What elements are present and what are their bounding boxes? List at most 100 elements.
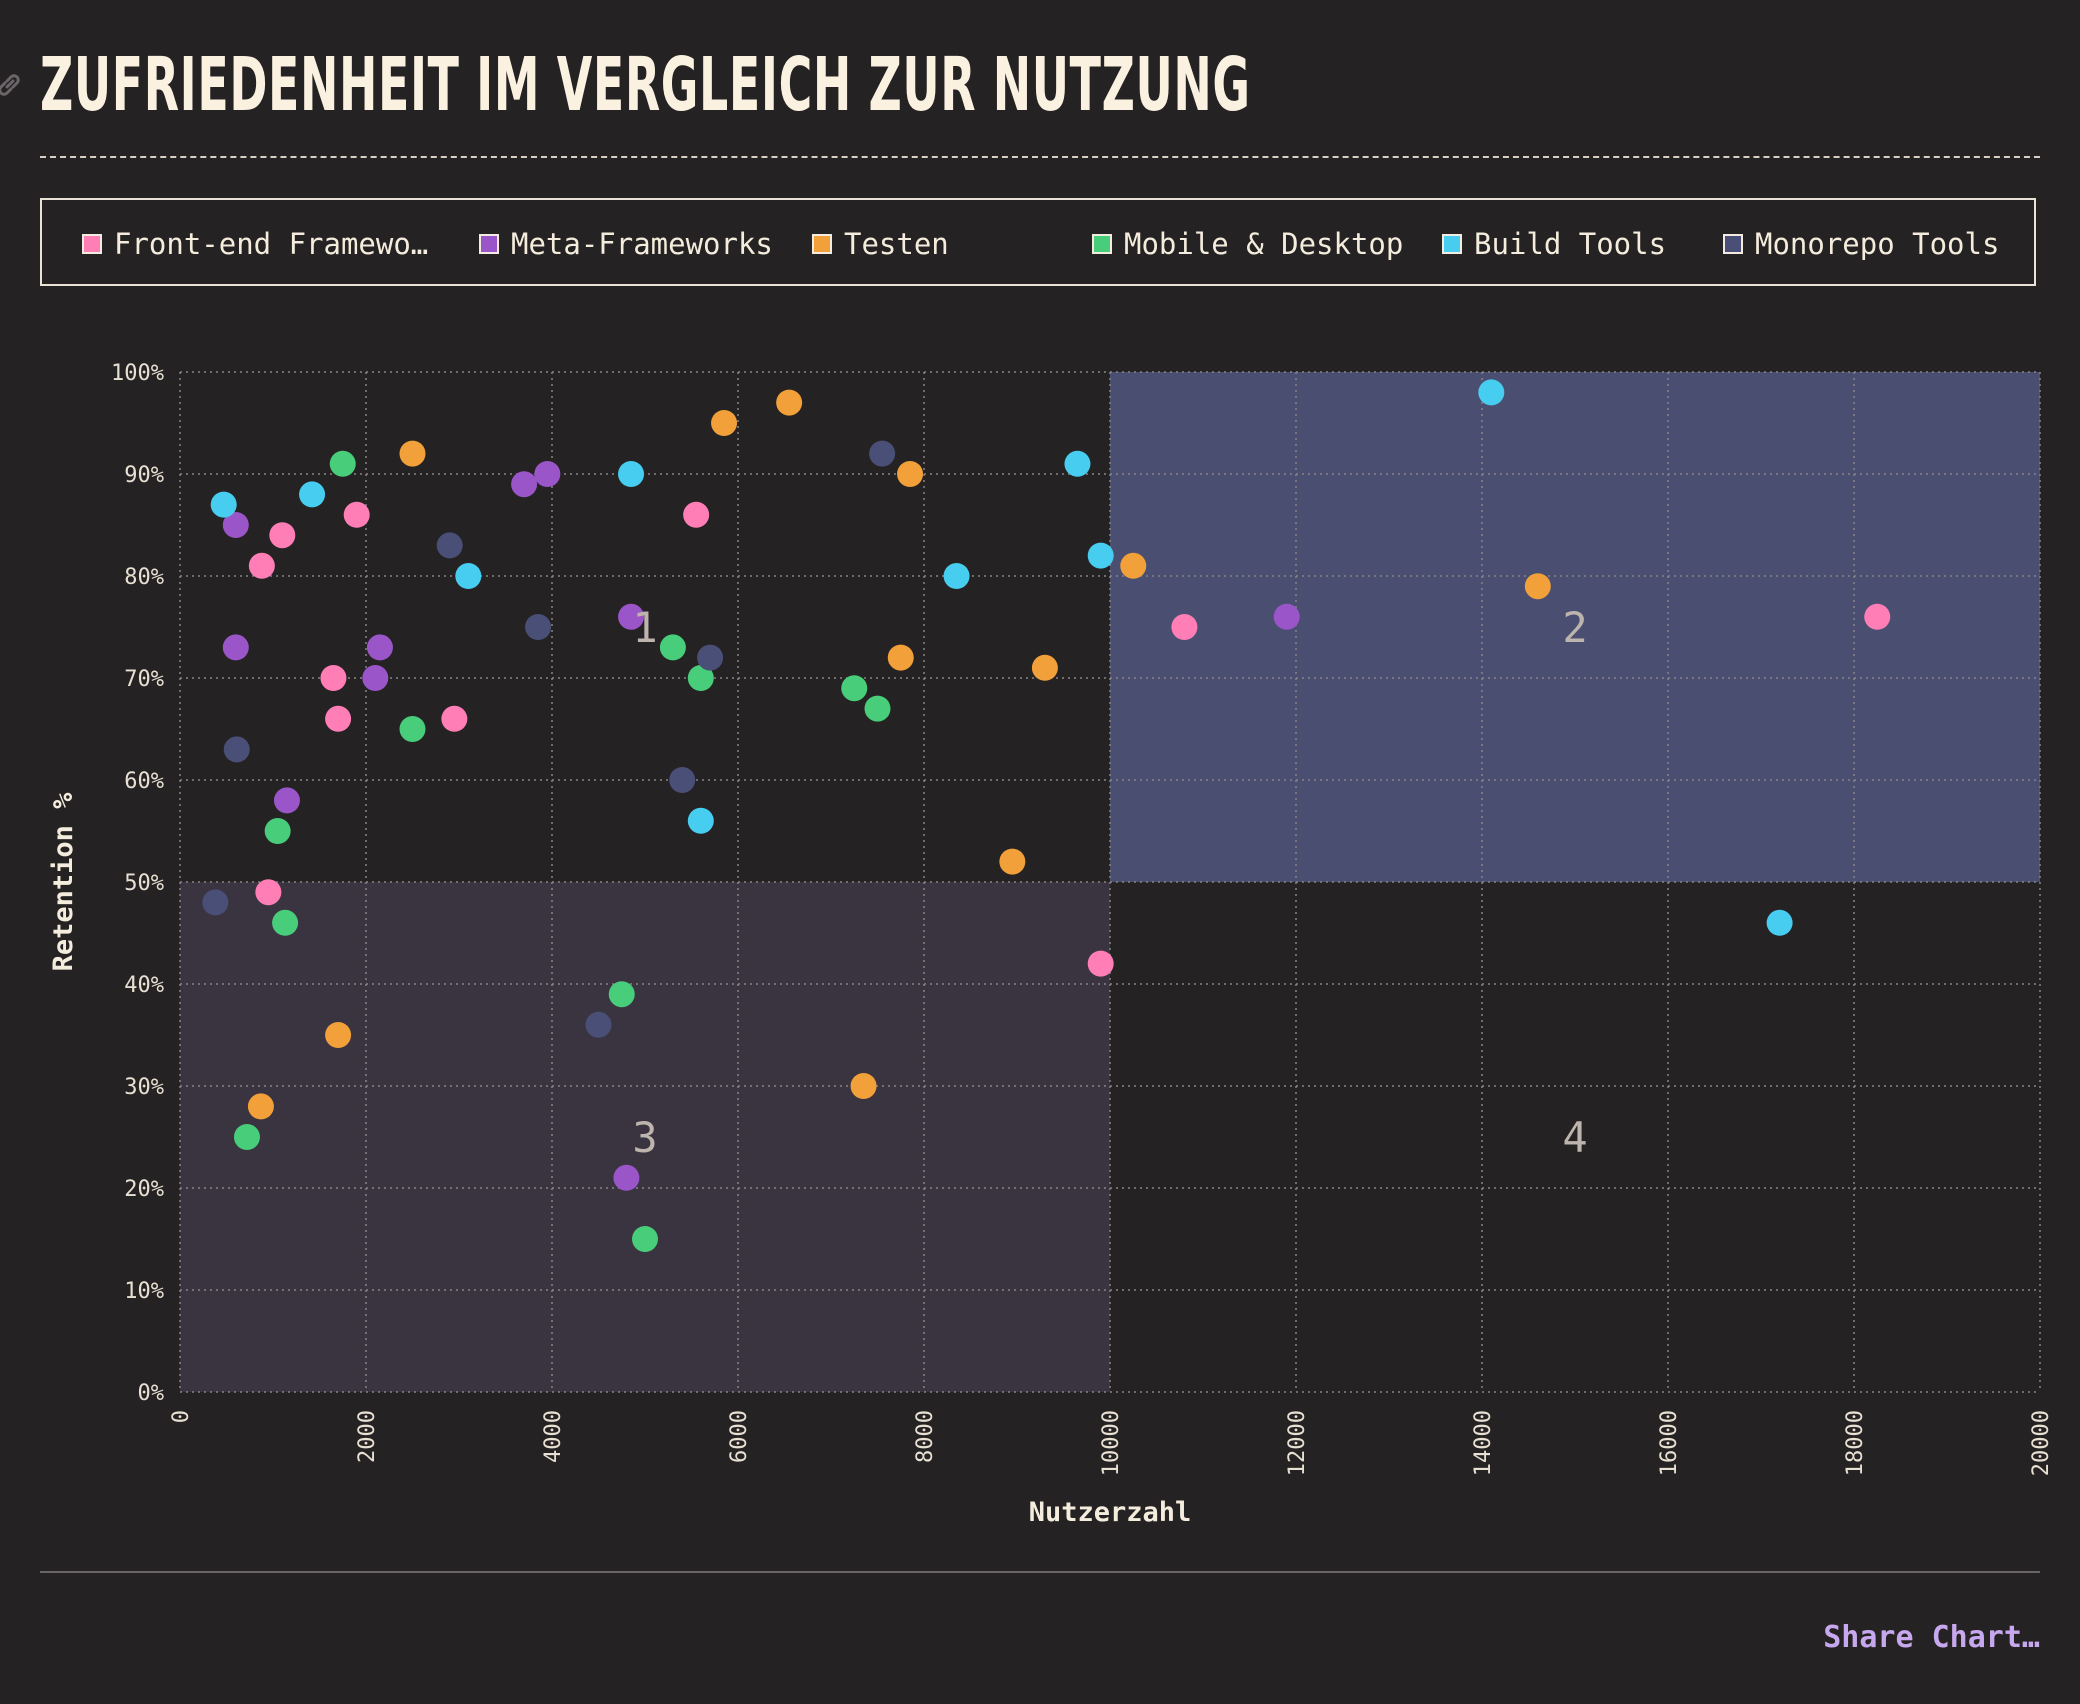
legend-swatch — [479, 234, 499, 254]
y-tick-label: 10% — [124, 1279, 164, 1304]
legend-item-build-tools[interactable]: Build Tools — [1442, 200, 1666, 288]
data-point-testen[interactable] — [325, 1022, 352, 1048]
data-point-build-tools[interactable] — [618, 461, 645, 487]
x-tick-label: 2000 — [355, 1410, 380, 1463]
data-point-front-end-framewo[interactable] — [683, 501, 710, 528]
data-point-testen[interactable] — [999, 848, 1026, 875]
data-point-front-end-framewo[interactable] — [269, 522, 296, 549]
share-chart-button[interactable]: Share Chart… — [1823, 1620, 2040, 1655]
data-point-monorepo-tools[interactable] — [525, 614, 552, 640]
legend-label: Build Tools — [1474, 227, 1667, 261]
data-point-testen[interactable] — [1031, 654, 1058, 681]
x-tick-label: 4000 — [541, 1410, 566, 1463]
data-point-front-end-framewo[interactable] — [343, 501, 370, 528]
data-point-build-tools[interactable] — [1087, 542, 1114, 569]
data-point-meta-frameworks[interactable] — [618, 603, 645, 630]
data-point-monorepo-tools[interactable] — [202, 889, 229, 916]
data-point-meta-frameworks[interactable] — [222, 634, 249, 661]
data-point-testen[interactable] — [897, 461, 924, 487]
data-point-testen[interactable] — [247, 1093, 274, 1120]
legend-swatch — [812, 234, 832, 254]
data-point-testen[interactable] — [776, 389, 803, 416]
data-point-front-end-framewo[interactable] — [255, 879, 282, 906]
quadrant-2-label: 2 — [1562, 603, 1587, 652]
data-point-monorepo-tools[interactable] — [869, 440, 896, 467]
data-point-front-end-framewo[interactable] — [248, 552, 275, 579]
data-point-testen[interactable] — [887, 644, 914, 671]
data-point-mobile-desktop[interactable] — [264, 818, 291, 844]
data-point-testen[interactable] — [711, 410, 738, 436]
legend-label: Testen — [844, 227, 949, 261]
data-point-front-end-framewo[interactable] — [320, 665, 347, 691]
data-point-mobile-desktop[interactable] — [659, 634, 686, 661]
data-point-meta-frameworks[interactable] — [366, 634, 393, 661]
legend-item-mobile-desktop[interactable]: Mobile & Desktop — [1092, 200, 1403, 288]
y-tick-label: 0% — [138, 1381, 165, 1406]
x-tick-label: 6000 — [727, 1410, 752, 1463]
data-point-mobile-desktop[interactable] — [864, 695, 891, 722]
data-point-meta-frameworks[interactable] — [511, 471, 538, 498]
link-icon[interactable] — [0, 70, 24, 100]
x-tick-label: 18000 — [1843, 1410, 1868, 1476]
x-axis-title: Nutzerzahl — [1029, 1497, 1192, 1528]
x-tick-label: 8000 — [913, 1410, 938, 1463]
data-point-monorepo-tools[interactable] — [585, 1011, 612, 1038]
legend-swatch — [1092, 234, 1112, 254]
data-point-testen[interactable] — [1120, 552, 1147, 579]
data-point-meta-frameworks[interactable] — [222, 512, 249, 538]
data-point-build-tools[interactable] — [1766, 909, 1793, 936]
legend-item-testen[interactable]: Testen — [812, 200, 949, 288]
legend-label: Monorepo Tools — [1755, 227, 2000, 261]
data-point-meta-frameworks[interactable] — [534, 461, 561, 487]
data-point-mobile-desktop[interactable] — [329, 450, 356, 477]
data-point-build-tools[interactable] — [455, 563, 482, 589]
label-layer: 1 2 3 4 — [632, 603, 1587, 1162]
data-point-monorepo-tools[interactable] — [223, 736, 250, 763]
x-tick-label: 16000 — [1657, 1410, 1682, 1476]
data-point-meta-frameworks[interactable] — [273, 787, 300, 814]
data-point-monorepo-tools[interactable] — [697, 644, 724, 671]
data-point-mobile-desktop[interactable] — [233, 1124, 260, 1150]
data-point-front-end-framewo[interactable] — [325, 705, 352, 732]
y-tick-label: 90% — [124, 463, 164, 488]
legend-label: Meta-Frameworks — [511, 227, 773, 261]
data-point-monorepo-tools[interactable] — [436, 532, 463, 559]
data-point-meta-frameworks[interactable] — [1273, 603, 1300, 630]
title-divider — [40, 156, 2040, 158]
data-point-front-end-framewo[interactable] — [1864, 603, 1891, 630]
data-point-build-tools[interactable] — [1064, 450, 1091, 477]
legend-item-front-end-frameworks[interactable]: Front-end Framewo… — [82, 200, 428, 288]
data-point-meta-frameworks[interactable] — [613, 1164, 640, 1191]
x-tick-label: 0 — [169, 1410, 194, 1423]
data-point-build-tools[interactable] — [299, 481, 326, 508]
data-point-testen[interactable] — [1524, 573, 1551, 600]
x-tick-label: 14000 — [1471, 1410, 1496, 1476]
data-point-mobile-desktop[interactable] — [632, 1226, 658, 1252]
axis-layer: 0% 10% 20% 30% 40% 50% 60% 70% 80% 90% 100% 0 2000 40… — [48, 361, 2054, 1528]
data-point-testen[interactable] — [850, 1073, 877, 1099]
y-tick-label: 100% — [111, 361, 164, 386]
data-point-mobile-desktop[interactable] — [399, 716, 426, 742]
quadrant-3-region — [180, 882, 1110, 1392]
data-point-build-tools[interactable] — [1478, 379, 1505, 406]
data-point-meta-frameworks[interactable] — [362, 665, 389, 691]
legend-item-monorepo-tools[interactable]: Monorepo Tools — [1723, 200, 1999, 288]
data-point-build-tools[interactable] — [210, 491, 237, 518]
data-point-front-end-framewo[interactable] — [1087, 950, 1114, 977]
grid-layer — [179, 371, 2041, 1393]
data-point-monorepo-tools[interactable] — [669, 767, 696, 793]
legend: Front-end Framewo… Meta-Frameworks Teste… — [40, 198, 2036, 286]
data-point-front-end-framewo[interactable] — [1171, 614, 1198, 640]
legend-item-meta-frameworks[interactable]: Meta-Frameworks — [479, 200, 773, 288]
data-point-mobile-desktop[interactable] — [272, 909, 299, 936]
data-point-build-tools[interactable] — [687, 807, 714, 834]
data-point-mobile-desktop[interactable] — [608, 981, 635, 1008]
point-layer — [202, 379, 1891, 1252]
legend-swatch — [1442, 234, 1462, 254]
data-point-mobile-desktop[interactable] — [687, 665, 714, 691]
data-point-testen[interactable] — [399, 440, 426, 467]
data-point-front-end-framewo[interactable] — [441, 705, 468, 732]
data-point-build-tools[interactable] — [943, 563, 970, 589]
data-point-mobile-desktop[interactable] — [841, 675, 868, 702]
y-tick-label: 20% — [124, 1177, 164, 1202]
